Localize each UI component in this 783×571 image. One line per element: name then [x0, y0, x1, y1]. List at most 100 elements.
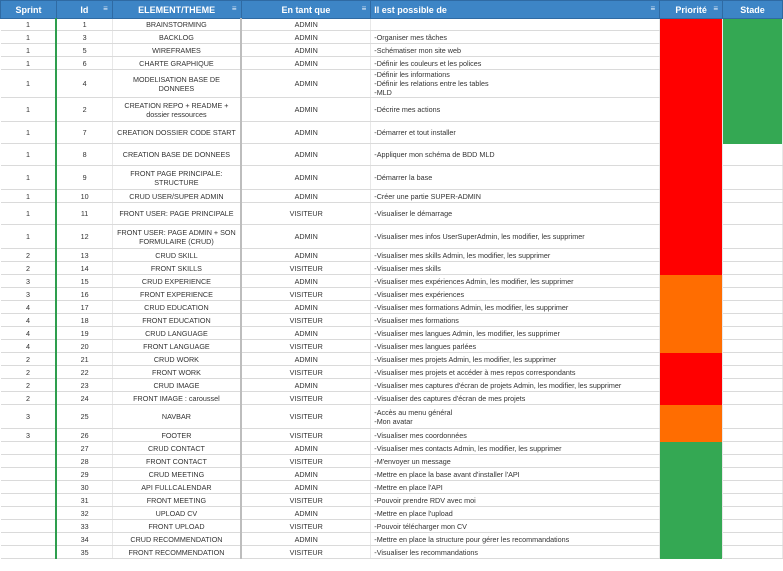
table-row[interactable]: 1 8 CREATION BASE DE DONNEES ADMIN -Applique…: [0, 143, 783, 166]
table-row[interactable]: 2 23 CRUD IMAGE ADMIN -Visualiser mes captur…: [0, 378, 783, 392]
cell-stade[interactable]: [722, 493, 783, 507]
table-row[interactable]: 34 CRUD RECOMMENDATION ADMIN -Mettre en pla…: [0, 532, 783, 546]
cell-possible[interactable]: -Créer une partie SUPER-ADMIN: [370, 189, 661, 203]
cell-stade[interactable]: [722, 352, 783, 366]
cell-sprint[interactable]: 1: [0, 143, 57, 166]
col-header-element[interactable]: ELEMENT/THEME ≡: [111, 0, 242, 19]
cell-stade[interactable]: [722, 404, 783, 429]
cell-sprint[interactable]: 1: [0, 18, 57, 31]
cell-en-tant-que[interactable]: VISITEUR: [241, 391, 372, 405]
filter-icon[interactable]: ≡: [713, 4, 719, 13]
cell-id[interactable]: 35: [55, 545, 113, 559]
col-header-possible[interactable]: Il est possible de ≡: [370, 0, 661, 19]
cell-element[interactable]: FRONT USER: PAGE PRINCIPALE: [112, 202, 243, 225]
cell-id[interactable]: 12: [55, 224, 113, 249]
cell-sprint[interactable]: [0, 467, 57, 481]
cell-en-tant-que[interactable]: ADMIN: [241, 274, 372, 288]
cell-stade[interactable]: [722, 261, 783, 275]
cell-sprint[interactable]: 1: [0, 224, 57, 249]
cell-id[interactable]: 19: [55, 326, 113, 340]
cell-id[interactable]: 2: [55, 97, 113, 122]
cell-en-tant-que[interactable]: VISITEUR: [241, 404, 372, 429]
cell-element[interactable]: FRONT PAGE PRINCIPALE: STRUCTURE: [112, 165, 243, 190]
cell-element[interactable]: FRONT RECOMMENDATION: [112, 545, 243, 559]
cell-en-tant-que[interactable]: ADMIN: [241, 467, 372, 481]
cell-priorite[interactable]: [659, 202, 724, 225]
cell-en-tant-que[interactable]: ADMIN: [241, 326, 372, 340]
table-row[interactable]: 1 10 CRUD USER/SUPER ADMIN ADMIN -Créer une …: [0, 189, 783, 203]
table-row[interactable]: 1 5 WIREFRAMES ADMIN -Schématiser mon site w…: [0, 43, 783, 57]
col-header-id[interactable]: Id ≡: [55, 0, 113, 19]
cell-possible[interactable]: -Visualiser mes skills: [370, 261, 661, 275]
cell-en-tant-que[interactable]: VISITEUR: [241, 287, 372, 301]
cell-sprint[interactable]: 2: [0, 248, 57, 262]
cell-element[interactable]: FRONT UPLOAD: [112, 519, 243, 533]
cell-possible[interactable]: -Visualiser mes infos UserSuperAdmin, le…: [370, 224, 661, 249]
cell-stade[interactable]: [722, 202, 783, 225]
cell-sprint[interactable]: 3: [0, 274, 57, 288]
cell-en-tant-que[interactable]: ADMIN: [241, 300, 372, 314]
cell-id[interactable]: 15: [55, 274, 113, 288]
cell-element[interactable]: CREATION DOSSIER CODE START: [112, 121, 243, 144]
cell-sprint[interactable]: 1: [0, 121, 57, 144]
cell-en-tant-que[interactable]: VISITEUR: [241, 365, 372, 379]
cell-priorite[interactable]: [659, 18, 724, 31]
cell-en-tant-que[interactable]: ADMIN: [241, 352, 372, 366]
cell-stade[interactable]: [722, 30, 783, 44]
cell-element[interactable]: BRAINSTORMING: [112, 18, 243, 31]
cell-sprint[interactable]: 4: [0, 339, 57, 353]
cell-sprint[interactable]: 2: [0, 391, 57, 405]
cell-stade[interactable]: [722, 506, 783, 520]
cell-possible[interactable]: -Décrire mes actions: [370, 97, 661, 122]
cell-priorite[interactable]: [659, 69, 724, 98]
cell-priorite[interactable]: [659, 454, 724, 468]
cell-id[interactable]: 14: [55, 261, 113, 275]
cell-element[interactable]: CRUD RECOMMENDATION: [112, 532, 243, 546]
filter-icon[interactable]: ≡: [361, 4, 367, 13]
cell-possible[interactable]: [370, 18, 661, 31]
cell-priorite[interactable]: [659, 404, 724, 429]
filter-icon[interactable]: ≡: [650, 4, 656, 13]
cell-id[interactable]: 9: [55, 165, 113, 190]
cell-id[interactable]: 28: [55, 454, 113, 468]
cell-sprint[interactable]: 1: [0, 56, 57, 70]
cell-possible[interactable]: -Visualiser les recommandations: [370, 545, 661, 559]
cell-possible[interactable]: -Visualiser mes projets et accéder à mes…: [370, 365, 661, 379]
table-row[interactable]: 1 4 MODELISATION BASE DE DONNEES ADMIN -Défi…: [0, 69, 783, 98]
cell-id[interactable]: 1: [55, 18, 113, 31]
cell-en-tant-que[interactable]: VISITEUR: [241, 202, 372, 225]
filter-icon[interactable]: ≡: [103, 4, 108, 13]
table-row[interactable]: 4 19 CRUD LANGUAGE ADMIN -Visualiser mes lan…: [0, 326, 783, 340]
cell-id[interactable]: 24: [55, 391, 113, 405]
table-row[interactable]: 1 12 FRONT USER: PAGE ADMIN + SON FORMULAI…: [0, 224, 783, 249]
cell-stade[interactable]: [722, 165, 783, 190]
cell-en-tant-que[interactable]: VISITEUR: [241, 545, 372, 559]
cell-en-tant-que[interactable]: ADMIN: [241, 189, 372, 203]
cell-id[interactable]: 25: [55, 404, 113, 429]
cell-en-tant-que[interactable]: ADMIN: [241, 30, 372, 44]
cell-possible[interactable]: -Visualiser mes projets Admin, les modif…: [370, 352, 661, 366]
cell-id[interactable]: 22: [55, 365, 113, 379]
table-row[interactable]: 2 21 CRUD WORK ADMIN -Visualiser mes projets…: [0, 352, 783, 366]
filter-icon[interactable]: ≡: [231, 4, 237, 13]
table-row[interactable]: 1 6 CHARTE GRAPHIQUE ADMIN -Définir les coul…: [0, 56, 783, 70]
table-row[interactable]: 3 25 NAVBAR VISITEUR -Accès au menu général -…: [0, 404, 783, 429]
cell-possible[interactable]: -Visualiser mes formations: [370, 313, 661, 327]
cell-sprint[interactable]: 2: [0, 378, 57, 392]
cell-id[interactable]: 29: [55, 467, 113, 481]
cell-possible[interactable]: -Visualiser mes skills Admin, les modifi…: [370, 248, 661, 262]
cell-priorite[interactable]: [659, 165, 724, 190]
col-header-priorite[interactable]: Priorité ≡: [659, 0, 724, 19]
cell-priorite[interactable]: [659, 261, 724, 275]
cell-en-tant-que[interactable]: ADMIN: [241, 143, 372, 166]
cell-en-tant-que[interactable]: ADMIN: [241, 224, 372, 249]
cell-possible[interactable]: -Visualiser mes formations Admin, les mo…: [370, 300, 661, 314]
cell-sprint[interactable]: [0, 519, 57, 533]
cell-priorite[interactable]: [659, 519, 724, 533]
cell-stade[interactable]: [722, 519, 783, 533]
cell-element[interactable]: CRUD USER/SUPER ADMIN: [112, 189, 243, 203]
table-row[interactable]: 29 CRUD MEETING ADMIN -Mettre en place la b…: [0, 467, 783, 481]
cell-en-tant-que[interactable]: ADMIN: [241, 43, 372, 57]
cell-en-tant-que[interactable]: ADMIN: [241, 378, 372, 392]
cell-element[interactable]: CRUD EXPERIENCE: [112, 274, 243, 288]
